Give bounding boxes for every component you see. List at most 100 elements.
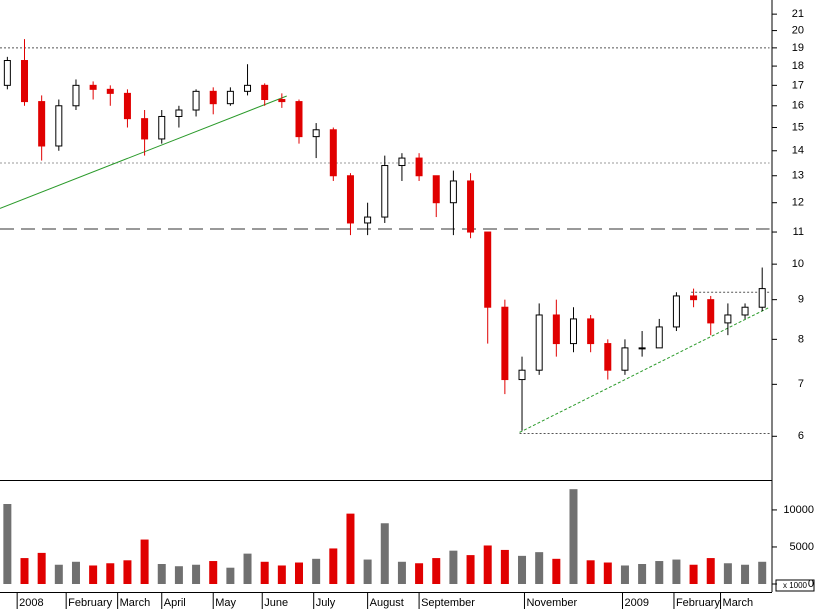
candle-body (209, 90, 217, 105)
candle-body (707, 299, 715, 324)
candle-body (741, 306, 749, 316)
x-tick-label: August (370, 597, 404, 609)
volume-bar (500, 549, 509, 584)
y-tick-label: 13 (792, 170, 804, 182)
volume-bar (312, 558, 321, 584)
candle-body (484, 231, 492, 308)
candle-body (621, 347, 629, 371)
candle-body (364, 216, 372, 224)
candle-body (552, 314, 560, 345)
candle-body (278, 99, 286, 103)
volume-bar (294, 562, 303, 584)
volume-bar (552, 558, 561, 584)
candle-body (724, 314, 732, 324)
candle-body (432, 175, 440, 204)
volume-tick-label: 5000 (790, 541, 814, 553)
candle-body (604, 343, 612, 371)
y-tick-label: 20 (792, 24, 804, 36)
volume-bar (741, 564, 750, 584)
candle-body (518, 369, 526, 381)
volume-bar (140, 539, 149, 584)
candle-body (535, 314, 543, 371)
candle-body (655, 326, 663, 349)
y-tick-label: 8 (798, 333, 804, 345)
volume-bar (603, 562, 612, 584)
x-tick-label: July (316, 597, 336, 609)
volume-bar (260, 561, 269, 584)
volume-bar (346, 513, 355, 584)
volume-bar (54, 564, 63, 584)
volume-bar (380, 523, 389, 584)
y-tick-label: 7 (798, 378, 804, 390)
volume-bar (397, 561, 406, 584)
y-tick-label: 10 (792, 258, 804, 270)
volume-bar (174, 566, 183, 584)
volume-bar (569, 489, 578, 584)
y-tick-label: 18 (792, 60, 804, 72)
y-tick-label: 14 (792, 145, 804, 157)
volume-bar (106, 563, 115, 584)
candle-body (381, 165, 389, 218)
candle-body (106, 88, 114, 94)
x-tick-label: March (120, 597, 151, 609)
volume-bar (415, 563, 424, 584)
volume-bar (586, 560, 595, 584)
y-tick-label: 21 (792, 8, 804, 20)
y-tick-label: 15 (792, 121, 804, 133)
x-tick-label: May (215, 597, 236, 609)
volume-bar (192, 564, 201, 584)
volume-bar (483, 545, 492, 584)
volume-bar (123, 560, 132, 584)
candle-body (244, 84, 252, 92)
volume-bar (620, 565, 629, 584)
x-tick-label: 2009 (625, 597, 649, 609)
reference-line (0, 95, 287, 209)
volume-bar (432, 558, 441, 584)
candle-body (758, 288, 766, 308)
volume-bar (706, 558, 715, 584)
volume-bar (209, 561, 218, 584)
volume-bar (71, 561, 80, 584)
volume-bar (329, 548, 338, 584)
unit-box (775, 579, 815, 592)
x-tick-label: March (723, 597, 754, 609)
candle-body (158, 115, 166, 140)
volume-bar (723, 563, 732, 584)
volume-bar (535, 552, 544, 584)
candle-body (467, 180, 475, 233)
candle-body (226, 90, 234, 105)
candle-body (21, 60, 29, 103)
volume-bar (758, 561, 767, 584)
x-tick-label: November (526, 597, 577, 609)
volume-bar (89, 565, 98, 584)
candle-body (312, 129, 320, 138)
candle-body (449, 180, 457, 204)
candle-body (72, 84, 80, 107)
volume-bar (20, 558, 29, 584)
y-tick-label: 19 (792, 42, 804, 54)
volume-bar (638, 564, 647, 584)
candle-body (638, 347, 646, 350)
candle-body (123, 92, 131, 120)
volume-bar (243, 553, 252, 584)
y-tick-label: 16 (792, 100, 804, 112)
y-tick-label: 11 (793, 226, 804, 238)
volume-bar (3, 504, 12, 584)
volume-bar (518, 555, 527, 584)
candle-body (587, 318, 595, 345)
y-tick-label: 12 (792, 197, 804, 209)
volume-bar (157, 564, 166, 584)
x-tick-label: September (421, 597, 475, 609)
candle-body (89, 84, 97, 90)
candle-body (261, 84, 269, 101)
volume-bar (277, 565, 286, 584)
candle-body (569, 318, 577, 345)
x-tick-label: 2008 (19, 597, 43, 609)
volume-bar (466, 555, 475, 584)
candle-body (501, 306, 509, 381)
candle-body (690, 295, 698, 301)
candle-body (38, 101, 46, 147)
candle-body (398, 157, 406, 167)
candle-body (346, 175, 354, 224)
